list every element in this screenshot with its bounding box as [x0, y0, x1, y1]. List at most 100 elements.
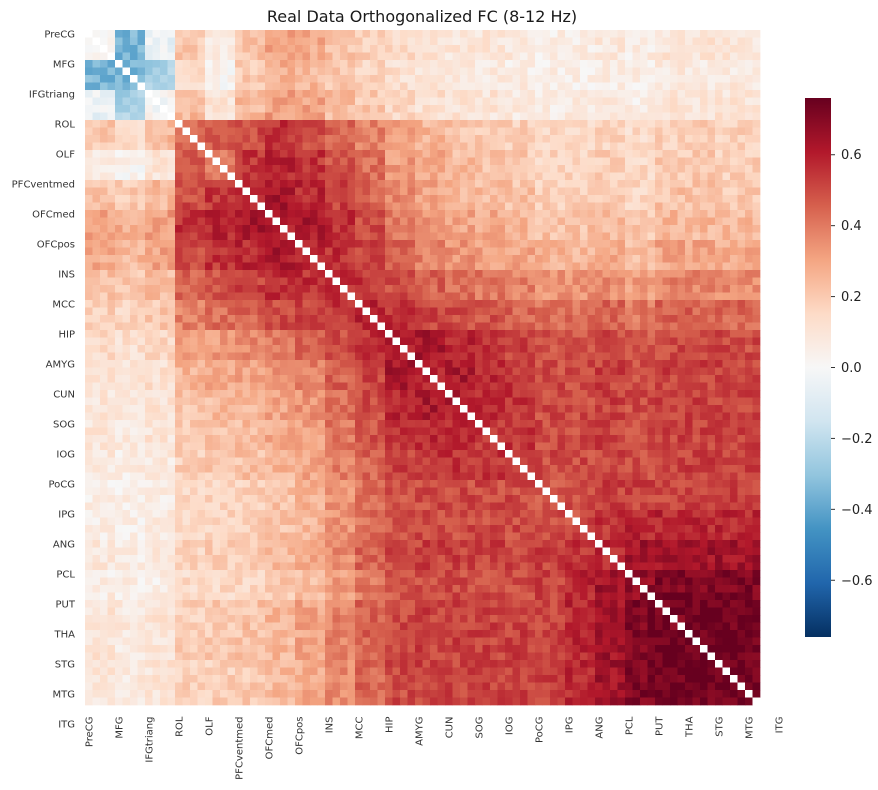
heatmap-cell: [325, 315, 333, 323]
heatmap-cell: [250, 307, 258, 316]
heatmap-cell: [520, 330, 528, 338]
heatmap-cell: [265, 45, 273, 53]
heatmap-cell: [512, 382, 521, 391]
heatmap-cell: [332, 397, 341, 406]
heatmap-cell: [250, 330, 258, 338]
heatmap-cell: [160, 135, 168, 143]
heatmap-cell: [482, 157, 491, 166]
heatmap-cell: [655, 112, 663, 121]
heatmap-cell: [422, 397, 431, 406]
heatmap-cell: [700, 97, 708, 106]
heatmap-cell: [505, 150, 513, 158]
heatmap-cell: [460, 352, 468, 361]
heatmap-cell: [422, 367, 431, 376]
heatmap-cell: [265, 337, 273, 346]
heatmap-cell: [220, 307, 228, 316]
heatmap-cell: [212, 97, 221, 106]
heatmap-cell: [205, 112, 213, 121]
heatmap-cell: [197, 97, 206, 106]
heatmap-cell: [565, 67, 573, 76]
heatmap-cell: [115, 37, 123, 46]
heatmap-cell: [227, 45, 236, 53]
heatmap-cell: [295, 307, 303, 316]
heatmap-cell: [422, 375, 431, 383]
heatmap-cell: [400, 45, 408, 53]
heatmap-cell: [610, 277, 618, 286]
heatmap-cell: [527, 435, 536, 443]
heatmap-cell: [445, 195, 453, 203]
heatmap-cell: [707, 277, 716, 286]
heatmap-cell: [145, 412, 153, 421]
heatmap-cell: [190, 172, 198, 181]
heatmap-cell: [565, 375, 573, 383]
heatmap-cell: [310, 52, 318, 61]
heatmap-cell: [160, 360, 168, 368]
heatmap-cell: [715, 397, 723, 406]
heatmap-cell: [400, 262, 408, 271]
heatmap-cell: [722, 270, 731, 278]
heatmap-cell: [385, 187, 393, 196]
heatmap-cell: [490, 157, 498, 166]
heatmap-cell: [587, 82, 596, 91]
heatmap-cell: [325, 375, 333, 383]
heatmap-cell: [700, 300, 708, 308]
heatmap-cell: [535, 375, 543, 383]
heatmap-cell: [370, 67, 378, 76]
heatmap-cell: [647, 52, 656, 61]
heatmap-cell: [392, 390, 401, 398]
heatmap-cell: [527, 330, 536, 338]
heatmap-cell: [122, 367, 131, 376]
heatmap-cell: [655, 382, 663, 391]
heatmap-cell: [520, 97, 528, 106]
heatmap-cell: [107, 142, 116, 151]
heatmap-cell: [100, 285, 108, 293]
heatmap-cell: [737, 75, 746, 83]
heatmap-cell: [370, 105, 378, 113]
heatmap-cell: [302, 390, 311, 398]
heatmap-cell: [115, 75, 123, 83]
heatmap-cell: [722, 300, 731, 308]
heatmap-cell: [385, 225, 393, 233]
heatmap-cell: [167, 442, 176, 451]
heatmap-cell: [542, 172, 551, 181]
heatmap-cell: [257, 277, 266, 286]
heatmap-cell: [512, 360, 521, 368]
heatmap-cell: [250, 262, 258, 271]
heatmap-cell: [752, 52, 761, 61]
heatmap-cell: [407, 112, 416, 121]
heatmap-cell: [317, 420, 326, 428]
heatmap-cell: [377, 412, 386, 421]
heatmap-cell: [197, 75, 206, 83]
heatmap-cell: [100, 412, 108, 421]
heatmap-cell: [700, 112, 708, 121]
heatmap-cell: [452, 67, 461, 76]
heatmap-cell: [272, 435, 281, 443]
heatmap-cell: [332, 187, 341, 196]
heatmap-cell: [535, 322, 543, 331]
heatmap-cell: [242, 45, 251, 53]
heatmap-cell: [685, 435, 693, 443]
heatmap-cell: [340, 30, 348, 38]
heatmap-cell: [227, 382, 236, 391]
heatmap-cell: [505, 307, 513, 316]
heatmap-cell: [295, 90, 303, 98]
heatmap-cell: [625, 82, 633, 91]
heatmap-cell: [332, 90, 341, 98]
heatmap-cell: [265, 157, 273, 166]
heatmap-cell: [92, 300, 101, 308]
heatmap-cell: [520, 360, 528, 368]
heatmap-cell: [625, 75, 633, 83]
heatmap-cell: [535, 217, 543, 226]
heatmap-cell: [700, 232, 708, 241]
heatmap-cell: [497, 105, 506, 113]
heatmap-cell: [677, 292, 686, 301]
heatmap-cell: [205, 307, 213, 316]
heatmap-cell: [355, 135, 363, 143]
heatmap-cell: [430, 360, 438, 368]
heatmap-cell: [572, 45, 581, 53]
heatmap-cell: [92, 187, 101, 196]
heatmap-cell: [685, 240, 693, 248]
heatmap-cell: [85, 195, 93, 203]
heatmap-cell: [737, 187, 746, 196]
heatmap-cell: [257, 345, 266, 353]
